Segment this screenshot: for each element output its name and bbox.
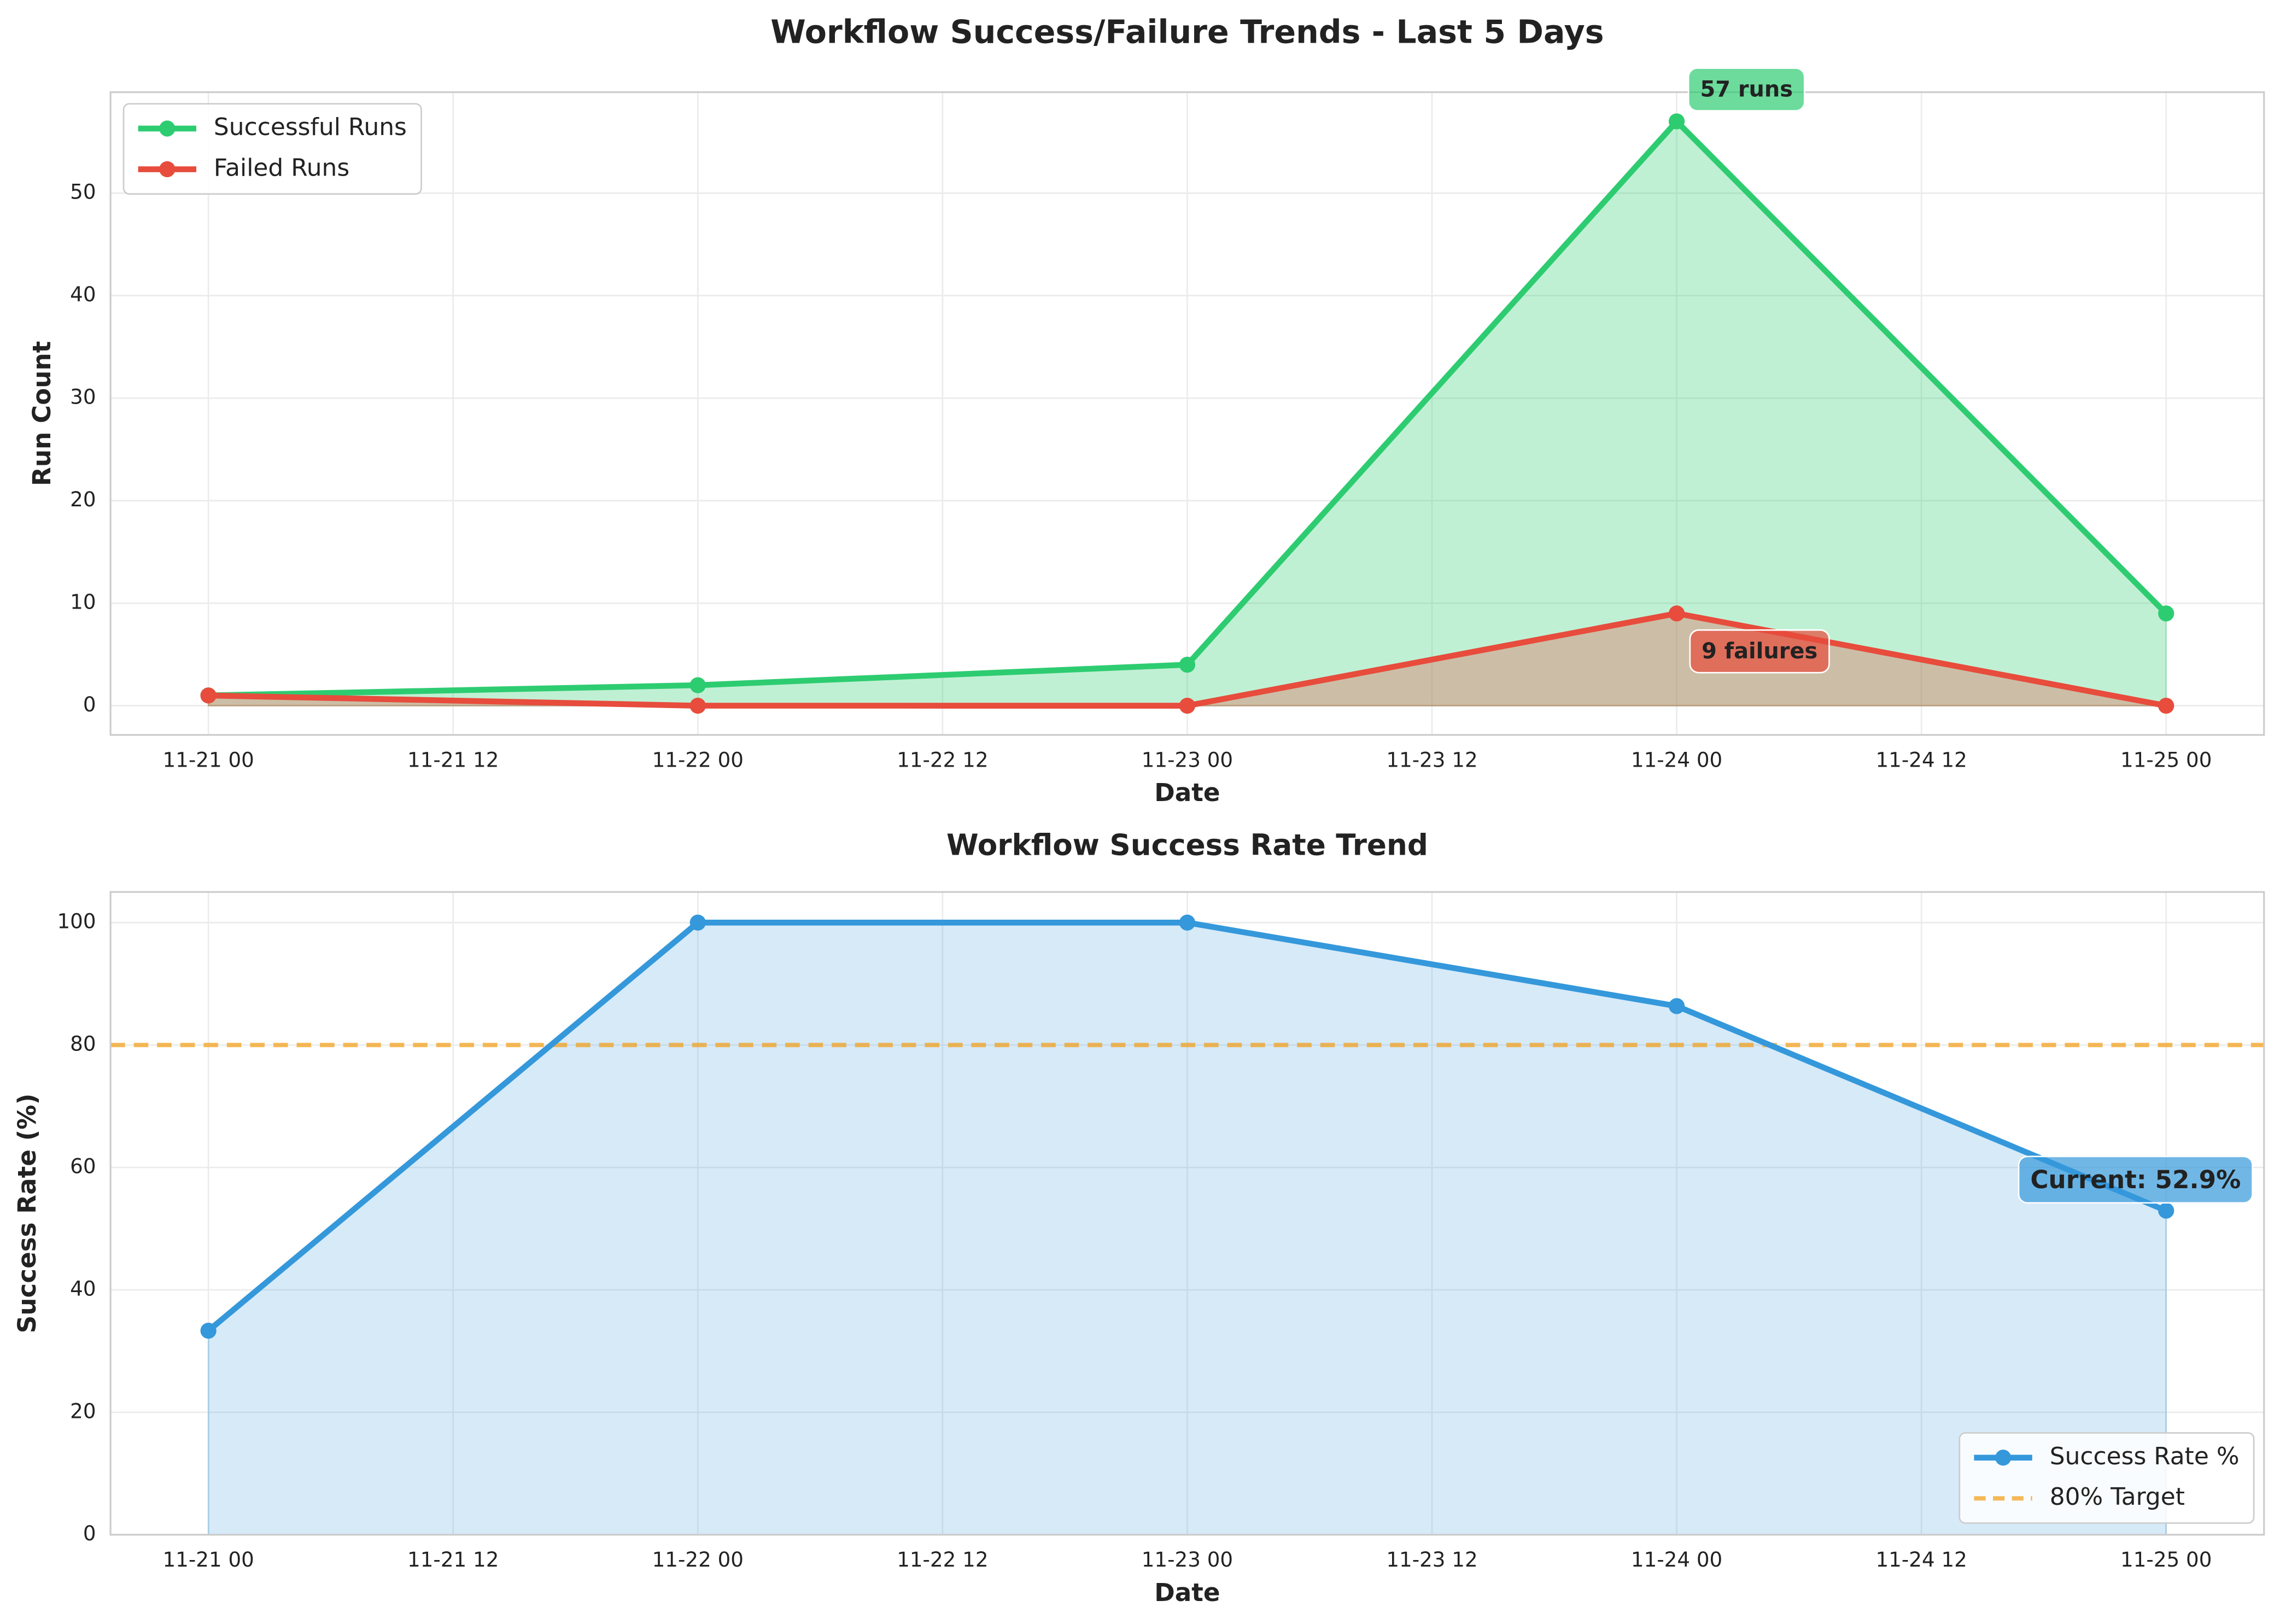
chart-title: Workflow Success Rate Trend xyxy=(946,828,1428,862)
y-tick-label: 10 xyxy=(70,590,96,614)
y-tick-label: 20 xyxy=(70,1399,96,1423)
marker xyxy=(2158,605,2174,622)
legend-box xyxy=(1959,1432,2255,1524)
marker xyxy=(2158,697,2174,714)
y-tick-label: 80 xyxy=(70,1032,96,1056)
marker xyxy=(689,914,706,931)
x-tick-label: 11-24 00 xyxy=(1631,747,1722,772)
annotation-text: 57 runs xyxy=(1700,77,1793,102)
marker xyxy=(200,1322,217,1339)
annotation: 9 failures xyxy=(1689,629,1830,674)
x-tick-label: 11-21 12 xyxy=(407,747,499,772)
x-axis-label: Date xyxy=(1154,778,1220,807)
x-tick-label: 11-25 00 xyxy=(2120,1547,2212,1572)
legend-marker xyxy=(159,161,176,178)
marker xyxy=(200,687,217,704)
annotation-box xyxy=(2018,1155,2253,1204)
annotation-text: Current: 52.9% xyxy=(2030,1165,2241,1194)
marker xyxy=(1668,113,1685,130)
y-tick-label: 0 xyxy=(83,1521,96,1545)
x-tick-label: 11-24 12 xyxy=(1875,1547,1967,1572)
legend: Successful Runs Failed Runs xyxy=(122,103,422,195)
y-tick-label: 20 xyxy=(70,487,96,511)
legend-label: Failed Runs xyxy=(214,154,349,182)
legend-label: Successful Runs xyxy=(214,113,407,141)
x-axis-label: Date xyxy=(1154,1578,1220,1607)
legend-label: Success Rate % xyxy=(2050,1442,2240,1470)
marker xyxy=(1668,998,1685,1014)
annotation: Current: 52.9% xyxy=(2018,1155,2253,1204)
x-tick-label: 11-22 00 xyxy=(652,1547,744,1572)
chart-title: Workflow Success/Failure Trends - Last 5… xyxy=(770,13,1604,50)
y-tick-label: 100 xyxy=(57,909,96,933)
annotation-box xyxy=(1689,629,1830,674)
y-tick-label: 40 xyxy=(70,282,96,306)
marker xyxy=(689,677,706,693)
x-tick-label: 11-22 00 xyxy=(652,747,744,772)
annotation-text: 9 failures xyxy=(1702,639,1817,664)
annotation: 57 runs xyxy=(1687,67,1805,112)
legend-label: 80% Target xyxy=(2050,1483,2185,1511)
y-tick-label: 50 xyxy=(70,180,96,204)
x-tick-label: 11-21 00 xyxy=(162,747,254,772)
y-tick-label: 40 xyxy=(70,1276,96,1300)
marker xyxy=(2158,1202,2174,1219)
marker xyxy=(1179,697,1196,714)
y-tick-label: 60 xyxy=(70,1154,96,1178)
axes-frame xyxy=(109,891,2265,1536)
marker xyxy=(1179,914,1196,931)
annotation-box xyxy=(1687,67,1805,112)
x-tick-label: 11-23 00 xyxy=(1142,1547,1233,1572)
legend-marker xyxy=(1995,1450,2012,1466)
marker xyxy=(1668,605,1685,622)
y-tick-label: 0 xyxy=(83,692,96,716)
plot: Workflow Success Rate Trend 11-21 00 11-21… xyxy=(13,828,2265,1607)
x-tick-label: 11-22 12 xyxy=(897,747,988,772)
legend-marker xyxy=(159,120,176,137)
x-tick-label: 11-23 12 xyxy=(1386,1547,1477,1572)
x-tick-label: 11-25 00 xyxy=(2120,747,2212,772)
x-tick-label: 11-24 12 xyxy=(1875,747,1967,772)
x-tick-label: 11-23 00 xyxy=(1142,747,1233,772)
y-axis-label: Success Rate (%) xyxy=(13,1094,42,1333)
x-tick-label: 11-21 12 xyxy=(407,1547,499,1572)
legend: Success Rate % 80% Target xyxy=(1959,1432,2255,1524)
marker xyxy=(1179,657,1196,673)
marker xyxy=(689,697,706,714)
y-tick-label: 30 xyxy=(70,385,96,409)
axes-frame xyxy=(109,91,2265,736)
plot: Workflow Success/Failure Trends - Last 5… xyxy=(27,13,2265,807)
legend-box xyxy=(122,103,422,195)
x-tick-label: 11-24 00 xyxy=(1631,1547,1722,1572)
y-axis-label: Run Count xyxy=(27,341,56,486)
x-tick-label: 11-22 12 xyxy=(897,1547,988,1572)
x-tick-label: 11-21 00 xyxy=(162,1547,254,1572)
x-tick-label: 11-23 12 xyxy=(1386,747,1477,772)
